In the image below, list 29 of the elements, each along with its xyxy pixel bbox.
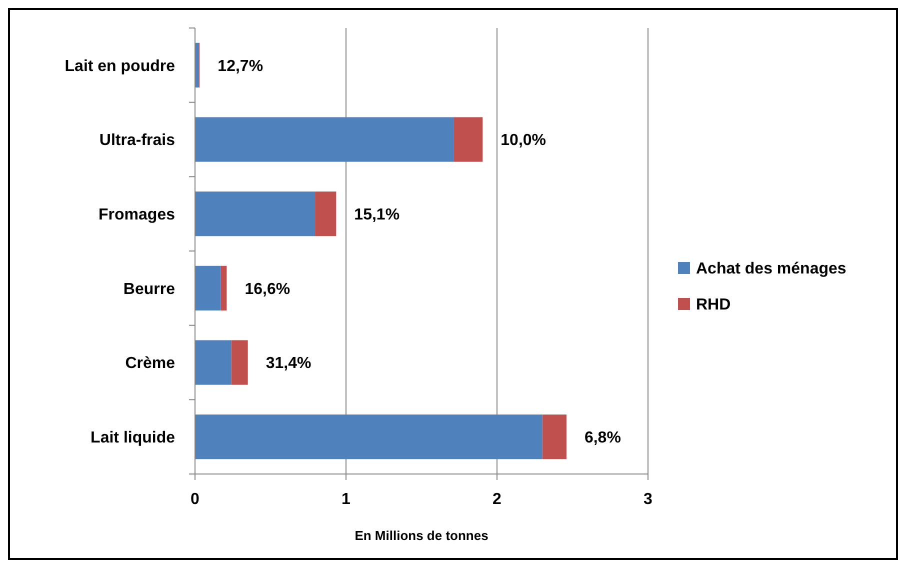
- annotation: 16,6%: [244, 280, 290, 298]
- y-tick-label: Fromages: [98, 206, 176, 224]
- x-tick-label: 0: [190, 491, 200, 508]
- annotation: 10,0%: [500, 132, 546, 150]
- x-tick-label: 2: [492, 491, 502, 508]
- bar: [220, 266, 227, 310]
- y-tick-label: Lait en poudre: [64, 58, 176, 75]
- x-axis-title: En Millions de tonnes: [354, 528, 488, 543]
- x-tick-label: 1: [342, 491, 351, 508]
- bar: [315, 192, 336, 236]
- annotation: 12,7%: [218, 58, 264, 75]
- bar: [231, 340, 248, 385]
- bar: [195, 117, 454, 162]
- bar: [195, 192, 316, 236]
- x-tick-label: 3: [644, 491, 653, 508]
- bar: [542, 414, 566, 460]
- bar: [195, 414, 542, 460]
- y-tick-label: Lait liquide: [90, 429, 176, 446]
- y-tick-label: Beurre: [123, 280, 176, 298]
- y-tick-label: Ultra-frais: [99, 132, 176, 150]
- annotation: 31,4%: [266, 355, 312, 372]
- legend-label: Achat des ménages: [696, 260, 846, 278]
- bar: [195, 340, 232, 385]
- annotation: 6,8%: [584, 429, 621, 446]
- annotation: 15,1%: [354, 206, 400, 224]
- bar: [454, 117, 483, 162]
- y-tick-label: Crème: [125, 355, 176, 372]
- bar: [195, 266, 221, 310]
- legend-label: RHD: [696, 296, 731, 314]
